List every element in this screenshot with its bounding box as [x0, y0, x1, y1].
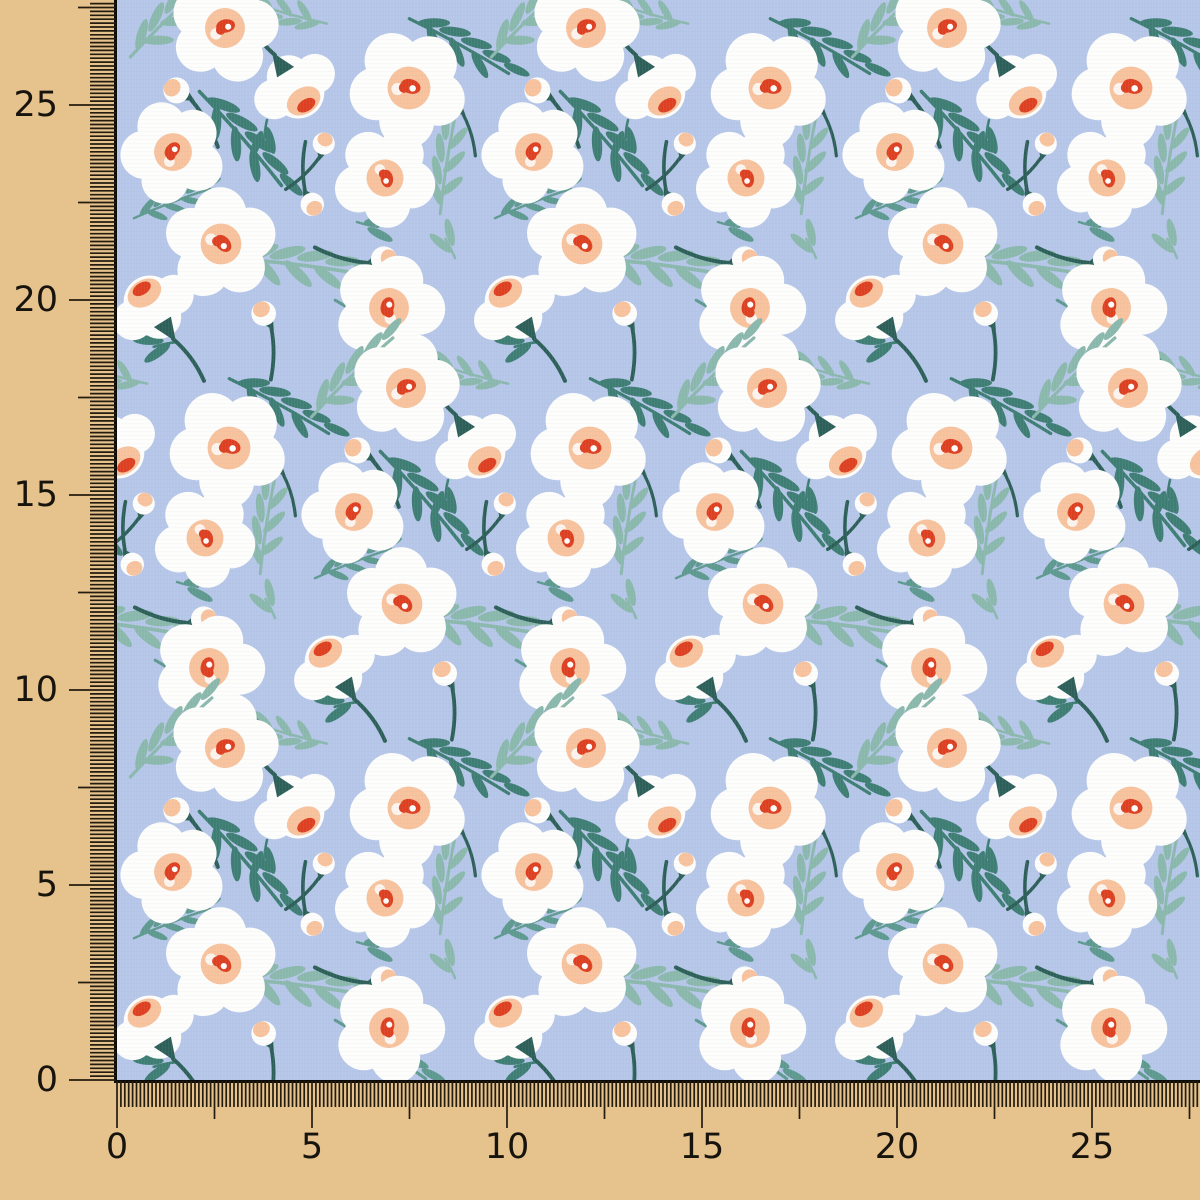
ruler-bottom-label: 5 [300, 1127, 324, 1167]
ruler-bottom-label: 15 [679, 1127, 725, 1167]
floral-pattern [117, 0, 1200, 1080]
ruler-left-label: 20 [13, 280, 58, 320]
ruler-left-label: 0 [35, 1060, 58, 1100]
ruler-bottom-label: 25 [1069, 1127, 1115, 1167]
ruler-left-label: 10 [13, 670, 58, 710]
ruler-left-label: 25 [13, 85, 58, 125]
ruler-left-label: 15 [13, 475, 58, 515]
ruler-bottom-label: 10 [484, 1127, 530, 1167]
ruler-bottom-label: 20 [874, 1127, 920, 1167]
fabric-swatch [114, 0, 1200, 1083]
ruler-bottom-label: 0 [105, 1127, 129, 1167]
ruler-left-label: 5 [35, 865, 58, 905]
